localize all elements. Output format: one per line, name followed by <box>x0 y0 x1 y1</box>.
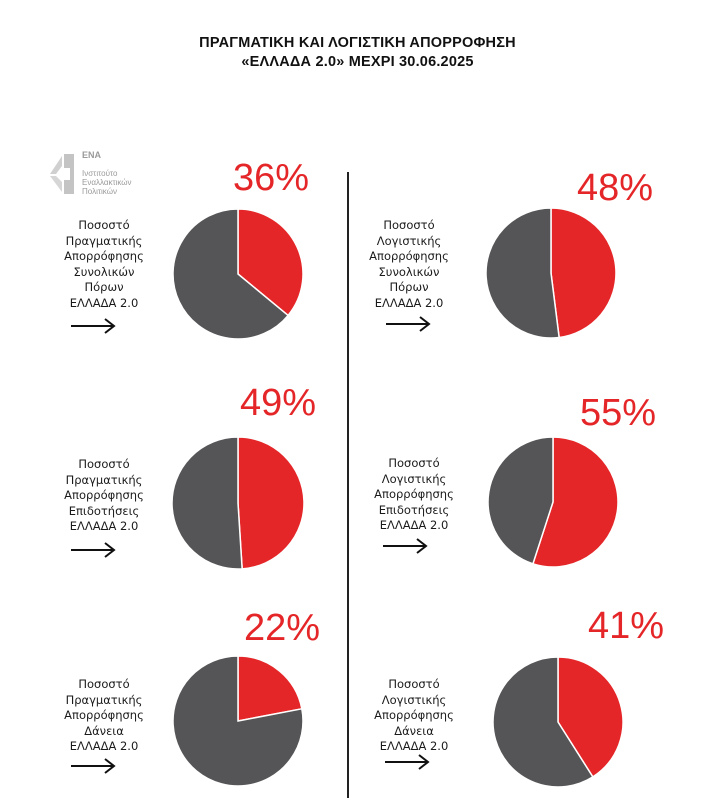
description-line: Επιδοτήσεις <box>68 503 140 518</box>
arrow-right-icon <box>71 318 116 334</box>
description-line: Πόρων <box>84 280 124 294</box>
pie-slice-remaining <box>492 656 594 788</box>
description-line: Ποσοστό <box>78 218 130 232</box>
percent-label: 22% <box>244 607 321 649</box>
description-line: Απορρόφησης <box>64 249 144 263</box>
pie-slice-absorbed <box>237 436 305 570</box>
percent-label: 49% <box>240 382 317 424</box>
description-line: Ποσοστό <box>78 677 130 691</box>
arrow-right-icon <box>386 316 431 332</box>
description-line: Πραγματικής <box>65 472 143 487</box>
description-line: Ποσοστό <box>388 677 440 691</box>
chart-title: ΠΡΑΓΜΑΤΙΚΗ ΚΑΙ ΛΟΓΙΣΤΙΚΗ ΑΠΟΡΡΟΦΗΣΗ «ΕΛΛ… <box>0 34 715 72</box>
description-line: Δάνεια <box>394 723 434 738</box>
pie-description: Ποσοστό Πραγματικής Απορρόφησης Δάνεια ΕΛΛΑΔ… <box>44 677 164 755</box>
description-line: Πραγματικής <box>65 692 143 707</box>
description-line: Συνολικών <box>378 264 440 279</box>
logo-mark-icon <box>50 154 74 194</box>
pie-description: Ποσοστό Λογιστικής Απορρόφησης Συνολικών Πόρ… <box>349 218 469 311</box>
description-line: Πραγματικής <box>65 233 143 248</box>
title-line-1: ΠΡΑΓΜΑΤΙΚΗ ΚΑΙ ΛΟΓΙΣΤΙΚΗ ΑΠΟΡΡΟΦΗΣΗ <box>199 35 516 51</box>
description-line: Δάνεια <box>84 723 124 738</box>
logo-text-2: Εναλλακτικών <box>82 178 132 187</box>
description-line: ΕΛΛΑΔΑ 2.0 <box>69 519 139 533</box>
description-line: ΕΛΛΑΔΑ 2.0 <box>69 739 139 753</box>
description-line: Ποσοστό <box>383 218 435 232</box>
percent-label: 41% <box>588 605 665 647</box>
arrow-right-icon <box>71 758 116 774</box>
pie-slice-absorbed <box>237 655 303 722</box>
pie-description: Ποσοστό Λογιστικής Απορρόφησης Δάνεια ΕΛΛΑΔΑ… <box>354 677 474 755</box>
arrow-right-icon <box>383 538 428 554</box>
arrow-right-icon <box>71 542 116 558</box>
logo-name: ΕΝΑ <box>82 150 102 160</box>
pie-slice-absorbed <box>550 207 617 339</box>
pie-slice-remaining <box>487 436 554 565</box>
description-line: Απορρόφησης <box>64 488 144 502</box>
logo-text-1: Ινστιτούτο <box>82 169 118 178</box>
pie-slice-remaining <box>172 655 304 787</box>
description-line: Απορρόφησης <box>64 708 144 722</box>
pie-slice-remaining <box>485 207 560 339</box>
description-line: ΕΛΛΑΔΑ 2.0 <box>69 295 139 310</box>
pie-slice-remaining <box>172 208 290 340</box>
description-line: ΕΛΛΑΔΑ 2.0 <box>374 295 444 310</box>
pie-chart <box>487 436 619 568</box>
description-line: Πόρων <box>389 280 429 294</box>
description-line: Λογιστικής <box>376 233 442 248</box>
description-line: ΕΛΛΑΔΑ 2.0 <box>379 739 449 753</box>
description-line: Απορρόφησης <box>369 249 449 263</box>
pie-chart <box>172 655 304 787</box>
arrow-right-icon <box>385 754 430 770</box>
percent-label: 48% <box>577 167 654 209</box>
description-line: Απορρόφησης <box>374 487 454 501</box>
description-line: Λογιστικής <box>381 471 447 486</box>
title-line-2: «ΕΛΛΑΔΑ 2.0» ΜΕΧΡΙ 30.06.2025 <box>241 54 474 70</box>
description-line: ΕΛΛΑΔΑ 2.0 <box>379 518 449 532</box>
description-line: Ποσοστό <box>388 456 440 470</box>
description-line: Συνολικών <box>73 264 135 279</box>
description-line: Ποσοστό <box>78 457 130 471</box>
logo-text-3: Πολιτικών <box>82 187 117 196</box>
pie-slice-absorbed <box>531 436 619 568</box>
description-line: Απορρόφησης <box>374 708 454 722</box>
pie-chart <box>485 207 617 339</box>
pie-slice-absorbed <box>237 208 304 317</box>
pie-chart <box>492 656 624 788</box>
pie-description: Ποσοστό Πραγματικής Απορρόφησης Συνολικών Πό… <box>44 218 164 311</box>
description-line: Επιδοτήσεις <box>378 502 450 517</box>
percent-label: 55% <box>580 392 657 434</box>
pie-chart <box>171 436 305 570</box>
logo: ΕΝΑ Ινστιτούτο Εναλλακτικών Πολιτικών <box>48 150 158 197</box>
column-divider <box>347 172 349 798</box>
pie-description: Ποσοστό Πραγματικής Απορρόφησης Επιδοτήσεις… <box>44 457 164 535</box>
pie-slice-remaining <box>171 436 243 570</box>
pie-chart <box>172 208 304 340</box>
description-line: Λογιστικής <box>381 692 447 707</box>
percent-label: 36% <box>233 157 310 199</box>
pie-description: Ποσοστό Λογιστικής Απορρόφησης Επιδοτήσεις Ε… <box>354 456 474 534</box>
